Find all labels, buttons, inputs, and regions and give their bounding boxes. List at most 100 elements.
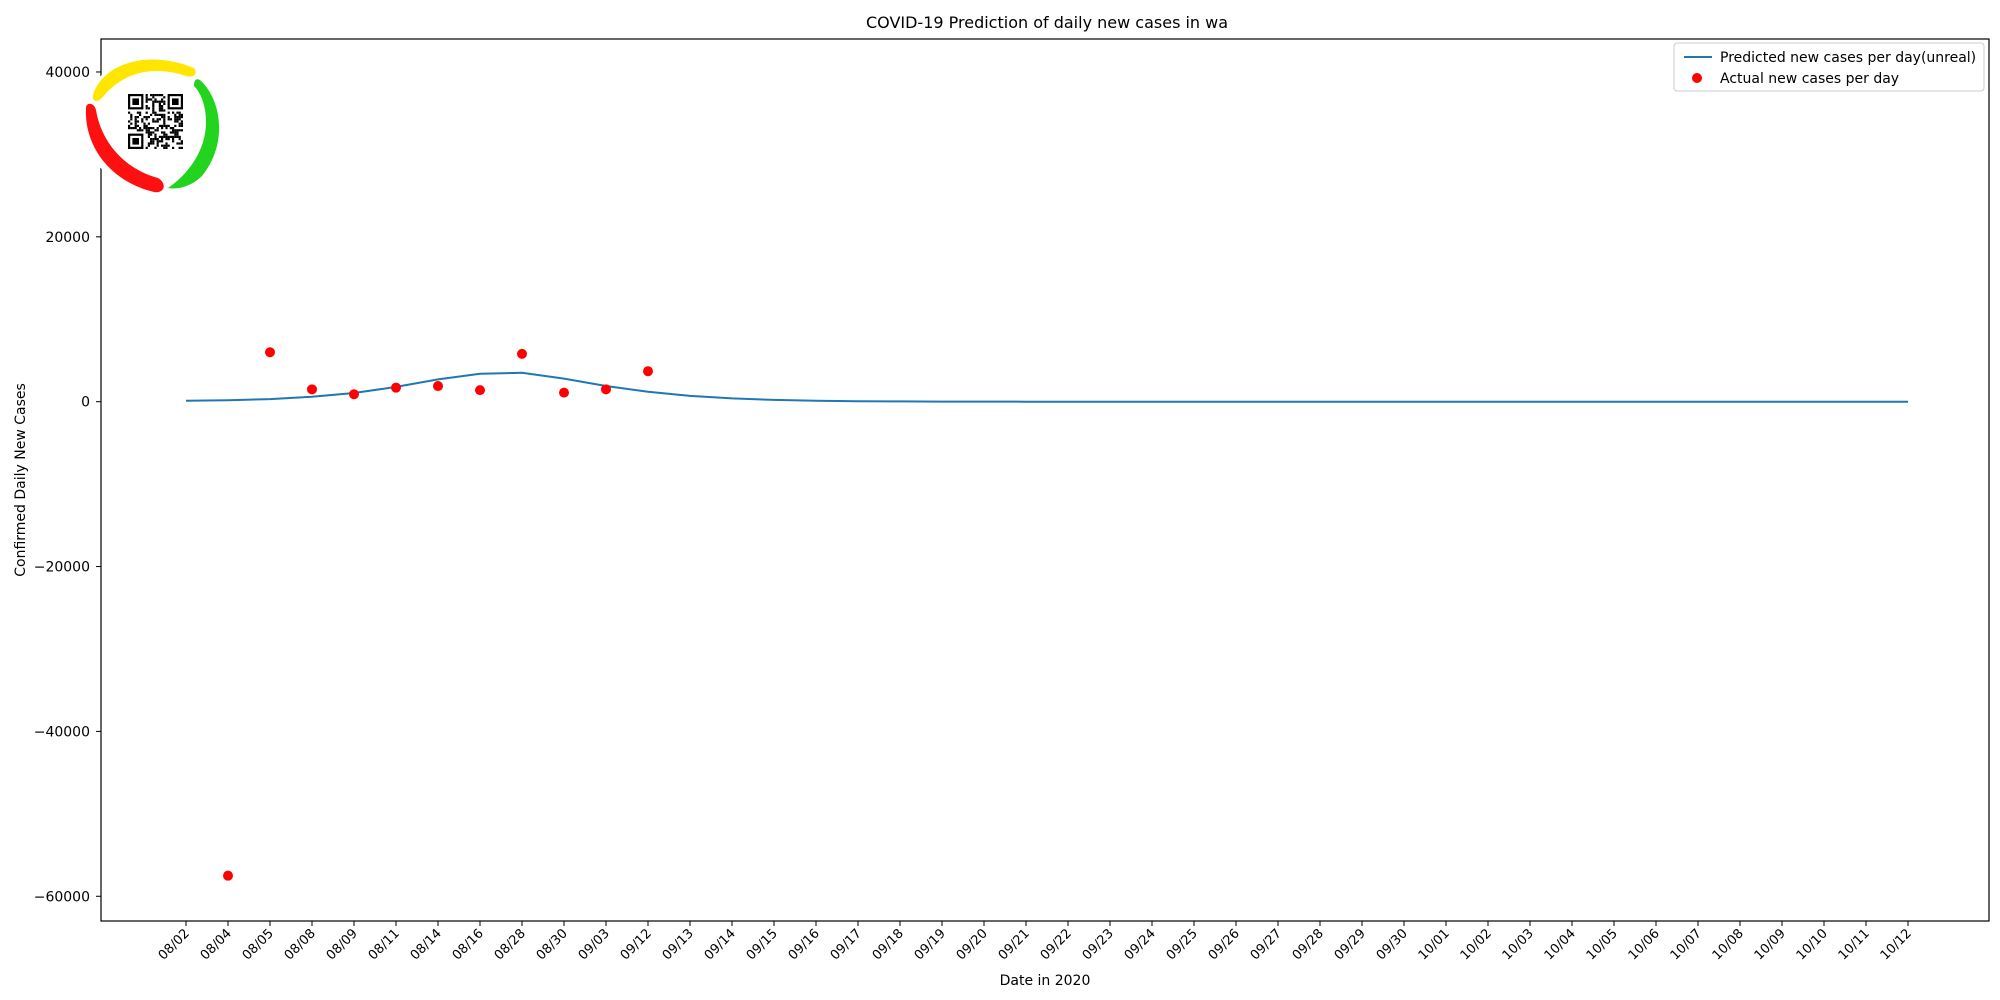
qr-module [150,98,153,101]
qr-module [136,124,139,127]
qr-module [176,111,179,114]
x-tick-label: 09/22 [1038,926,1075,963]
x-tick-label: 09/15 [744,926,781,963]
qr-module [158,102,161,105]
qr-module [154,133,157,136]
qr-module [172,135,175,138]
qr-module [143,122,146,125]
qr-module [176,129,179,132]
qr-module [161,109,164,112]
qr-module [152,142,155,145]
x-tick-label: 08/04 [198,926,235,963]
qr-module [145,116,148,119]
qr-module [158,124,161,127]
qr-module [152,120,155,123]
qr-module [174,118,177,121]
qr-module [165,127,168,130]
qr-module [161,131,164,134]
qr-module [165,142,168,145]
qr-module [161,127,164,130]
qr-module [147,142,150,145]
qr-module [152,100,155,103]
qr-module [174,113,177,116]
y-axis-label: Confirmed Daily New Cases [13,383,29,577]
x-tick-label: 08/09 [324,926,361,963]
x-tick-label: 08/11 [366,926,403,963]
x-tick-label: 09/27 [1248,926,1285,963]
qr-module [163,144,166,147]
qr-module [167,124,170,127]
qr-module [152,96,155,99]
x-tick-label: 09/16 [786,926,823,963]
y-tick-label: −60000 [34,889,90,905]
legend-entry-actual: Actual new cases per day [1720,71,1899,87]
x-tick-label: 09/25 [1164,926,1201,963]
qr-module [165,144,168,147]
qr-module [163,124,166,127]
qr-module [130,118,133,121]
qr-module [130,113,133,116]
qr-module [156,120,159,123]
qr-module [174,120,177,123]
x-tick-label: 09/14 [702,926,739,963]
qr-module [128,111,131,114]
qr-module [156,127,159,130]
qr-module [163,120,166,123]
qr-finder-center [132,138,139,145]
actual-cases-point [433,381,443,392]
qr-module [147,107,150,110]
qr-module [139,127,142,130]
qr-module [163,113,166,116]
x-tick-label: 09/17 [828,926,865,963]
qr-module [158,107,161,110]
x-tick-label: 10/08 [1710,926,1747,963]
qr-module [154,129,157,132]
x-tick-label: 09/26 [1206,926,1243,963]
logo-red-swoosh [85,103,164,193]
actual-cases-point [349,389,359,400]
qr-module [139,129,142,132]
qr-finder-center [172,98,179,105]
qr-module [150,127,153,130]
qr-module [152,107,155,110]
qr-module [145,98,148,101]
qr-module [176,120,179,123]
qr-module [139,111,142,114]
qr-module [158,118,161,121]
qr-module [145,96,148,99]
qr-module [136,129,139,132]
x-tick-label: 10/10 [1794,926,1831,963]
qr-module [128,124,131,127]
qr-module [154,98,157,101]
qr-module [147,122,150,125]
qr-module [154,146,157,149]
y-tick-label: −20000 [34,560,90,576]
y-axis: −60000 −40000 −20000 0 20000 40000 [34,65,101,905]
qr-module [180,142,183,145]
actual-cases-point [643,366,653,377]
x-tick-label: 08/05 [240,926,277,963]
qr-module [178,138,181,141]
actual-cases-point [391,382,401,393]
qr-module [156,94,159,97]
x-axis-label: Date in 2020 [1000,973,1091,989]
x-tick-label: 09/20 [954,926,991,963]
qr-module [150,131,153,134]
qr-module [156,113,159,116]
actual-cases-point [475,385,485,396]
qr-module [152,140,155,143]
qr-module [163,96,166,99]
qr-module [145,94,148,97]
qr-module [156,140,159,143]
qr-module [143,124,146,127]
qr-module [134,120,137,123]
qr-module [174,129,177,132]
qr-module [176,131,179,134]
x-tick-label: 10/01 [1416,926,1453,963]
qr-module [147,98,150,101]
qr-module [154,111,157,114]
qr-module [165,124,168,127]
x-tick-label: 10/11 [1836,926,1873,963]
qr-module [154,135,157,138]
qr-module [136,120,139,123]
